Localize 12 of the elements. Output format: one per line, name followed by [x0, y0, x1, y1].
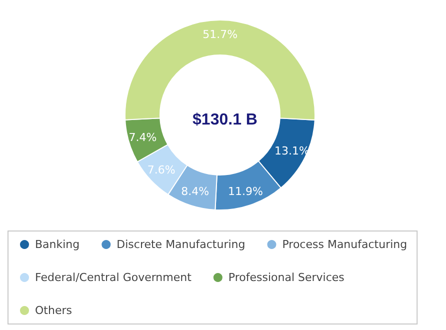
data-label: 7.6%	[147, 164, 176, 177]
text: $130.1 B	[192, 112, 258, 128]
legend-label: Process Manufacturing	[282, 238, 408, 251]
legend-label: Professional Services	[228, 271, 345, 284]
legend-label: Discrete Manufacturing	[116, 238, 246, 251]
legend-label: Federal/Central Government	[35, 271, 192, 284]
data-label: 8.4%	[181, 185, 210, 198]
data-label: 51.7%	[202, 28, 238, 41]
legend-label: Banking	[35, 238, 80, 251]
legend-label: Others	[35, 304, 72, 317]
data-label: 11.9%	[228, 184, 264, 198]
data-label: 7.4%	[128, 131, 157, 144]
